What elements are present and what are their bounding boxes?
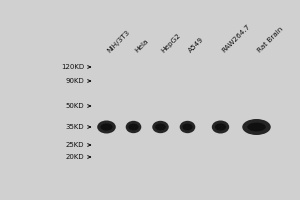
Text: 20KD: 20KD (65, 154, 84, 160)
Ellipse shape (212, 120, 229, 134)
Text: NIH/3T3: NIH/3T3 (106, 29, 131, 54)
Ellipse shape (97, 120, 116, 134)
Ellipse shape (126, 121, 141, 133)
Text: A549: A549 (188, 36, 205, 54)
Text: 35KD: 35KD (65, 124, 84, 130)
Text: Hela: Hela (134, 38, 149, 54)
Ellipse shape (180, 121, 195, 133)
Text: Rat Brain: Rat Brain (256, 26, 284, 54)
Text: HepG2: HepG2 (160, 32, 182, 54)
Text: 50KD: 50KD (65, 103, 84, 109)
Text: 90KD: 90KD (65, 78, 84, 84)
Ellipse shape (128, 124, 139, 130)
Text: RAW264.7: RAW264.7 (220, 23, 251, 54)
Ellipse shape (182, 124, 193, 130)
Ellipse shape (242, 119, 271, 135)
Ellipse shape (247, 123, 266, 131)
Text: 120KD: 120KD (61, 64, 84, 70)
Text: 25KD: 25KD (65, 142, 84, 148)
Ellipse shape (155, 124, 166, 130)
Ellipse shape (100, 123, 112, 131)
Ellipse shape (152, 121, 169, 133)
Ellipse shape (215, 123, 226, 131)
